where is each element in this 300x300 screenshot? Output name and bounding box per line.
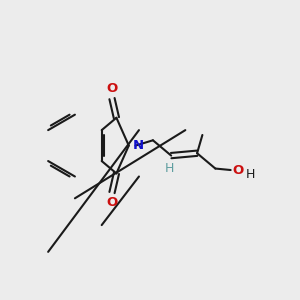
Text: O: O	[232, 164, 243, 176]
Text: N: N	[133, 139, 144, 152]
Text: O: O	[106, 196, 118, 209]
Text: H: H	[165, 162, 174, 175]
Text: H: H	[246, 168, 255, 181]
Text: O: O	[106, 82, 118, 95]
